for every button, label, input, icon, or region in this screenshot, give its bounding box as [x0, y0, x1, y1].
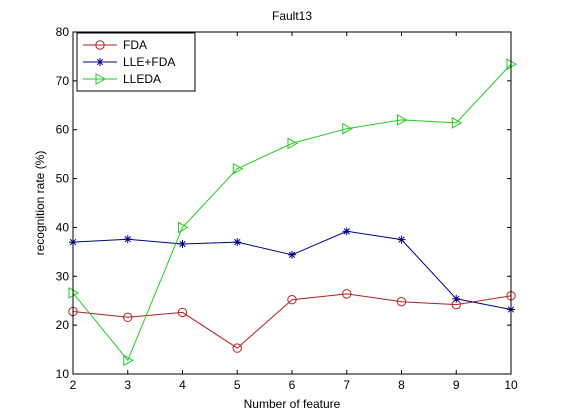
- data-point-fda: [396, 296, 407, 307]
- y-tick-label: 50: [56, 172, 70, 186]
- y-tick-label: 80: [56, 25, 70, 39]
- x-tick-label: 4: [179, 378, 186, 392]
- data-point-lleda: [397, 114, 408, 126]
- data-point-lle-fda: [452, 294, 461, 303]
- data-point-lleda: [287, 137, 299, 150]
- chart-title: Fault13: [272, 9, 312, 23]
- x-tick-label: 10: [504, 378, 518, 392]
- data-point-fda: [342, 289, 352, 299]
- series-lleda: [68, 58, 518, 367]
- series-line-lleda: [72, 63, 512, 362]
- x-tick-label: 7: [343, 378, 350, 392]
- series-group: [68, 58, 518, 367]
- legend-label-fda: FDA: [123, 38, 147, 52]
- data-point-lle-fda: [342, 227, 351, 236]
- plot-frame: [72, 31, 512, 375]
- y-tick-label: 30: [56, 269, 70, 283]
- data-point-lleda: [451, 117, 463, 129]
- legend-marker-fda: [95, 40, 105, 50]
- x-tick-label: 9: [453, 378, 460, 392]
- y-tick-label: 70: [56, 74, 70, 88]
- y-tick-label: 10: [56, 367, 70, 381]
- data-point-lleda: [342, 122, 353, 135]
- y-axis-label: recognition rate (%): [33, 151, 47, 256]
- x-tick-label: 2: [70, 378, 77, 392]
- data-point-lleda: [123, 354, 134, 367]
- x-tick-label: 5: [234, 378, 241, 392]
- y-tick-label: 60: [56, 123, 70, 137]
- legend-item-lleda: LLEDA: [83, 72, 161, 86]
- plot-border: [72, 31, 512, 375]
- data-point-lle-fda: [233, 238, 242, 247]
- data-point-lleda: [178, 221, 189, 234]
- data-point-fda: [177, 307, 188, 318]
- legend-marker-lleda: [95, 73, 107, 85]
- legend-label-lleda: LLEDA: [123, 72, 161, 86]
- data-point-lle-fda: [123, 235, 132, 244]
- y-tick-label: 20: [56, 318, 70, 332]
- data-point-lle-fda: [288, 250, 296, 259]
- legend: FDA LLE+FDA LLEDA: [76, 32, 196, 92]
- legend-item-lle-fda: LLE+FDA: [83, 55, 175, 69]
- data-point-fda: [232, 343, 242, 353]
- y-tick-label: 40: [56, 220, 70, 234]
- x-tick-label: 6: [289, 378, 296, 392]
- data-point-lleda: [232, 162, 244, 175]
- x-axis-label: Number of feature: [244, 397, 341, 411]
- data-point-fda: [123, 312, 133, 323]
- series-lle-fda: [69, 227, 515, 314]
- legend-label-lle-fda: LLE+FDA: [123, 55, 175, 69]
- data-point-lle-fda: [397, 235, 406, 244]
- data-point-fda: [287, 295, 297, 305]
- legend-marker-lle-fda: [96, 58, 104, 66]
- legend-item-fda: FDA: [83, 38, 147, 52]
- x-tick-label: 3: [124, 378, 131, 392]
- x-tick-label: 8: [398, 378, 405, 392]
- data-point-lle-fda: [178, 240, 187, 249]
